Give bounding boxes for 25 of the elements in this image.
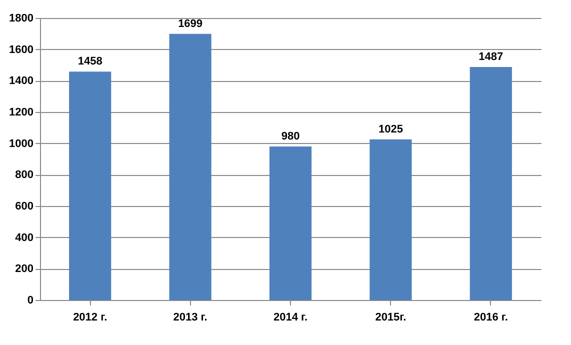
bar	[69, 72, 112, 300]
x-tick-label: 2014 г.	[273, 312, 308, 324]
y-tick-label: 1000	[9, 138, 34, 150]
data-label: 1025	[378, 123, 403, 136]
data-label: 980	[281, 130, 300, 142]
y-tick-label: 400	[15, 232, 34, 244]
x-tick-label: 2012 г.	[73, 312, 108, 324]
x-tick-label: 2015г.	[375, 312, 406, 324]
y-tick-label: 0	[27, 294, 34, 306]
y-tick-label: 1400	[9, 75, 34, 88]
data-label: 1458	[78, 56, 102, 68]
bar	[470, 67, 512, 300]
y-tick-label: 600	[15, 200, 34, 212]
y-tick-label: 800	[15, 169, 34, 182]
x-tick-label: 2016 г.	[474, 312, 508, 324]
bar	[169, 34, 212, 300]
bar	[269, 146, 312, 300]
x-tick-label: 2013 г.	[173, 312, 208, 324]
data-label: 1487	[478, 51, 504, 64]
y-tick-label: 200	[15, 263, 34, 276]
y-tick-label: 1800	[9, 12, 34, 24]
y-tick-label: 1600	[9, 44, 34, 56]
bar	[370, 139, 412, 300]
y-tick-label: 1200	[9, 106, 34, 118]
data-label: 1699	[178, 18, 203, 30]
